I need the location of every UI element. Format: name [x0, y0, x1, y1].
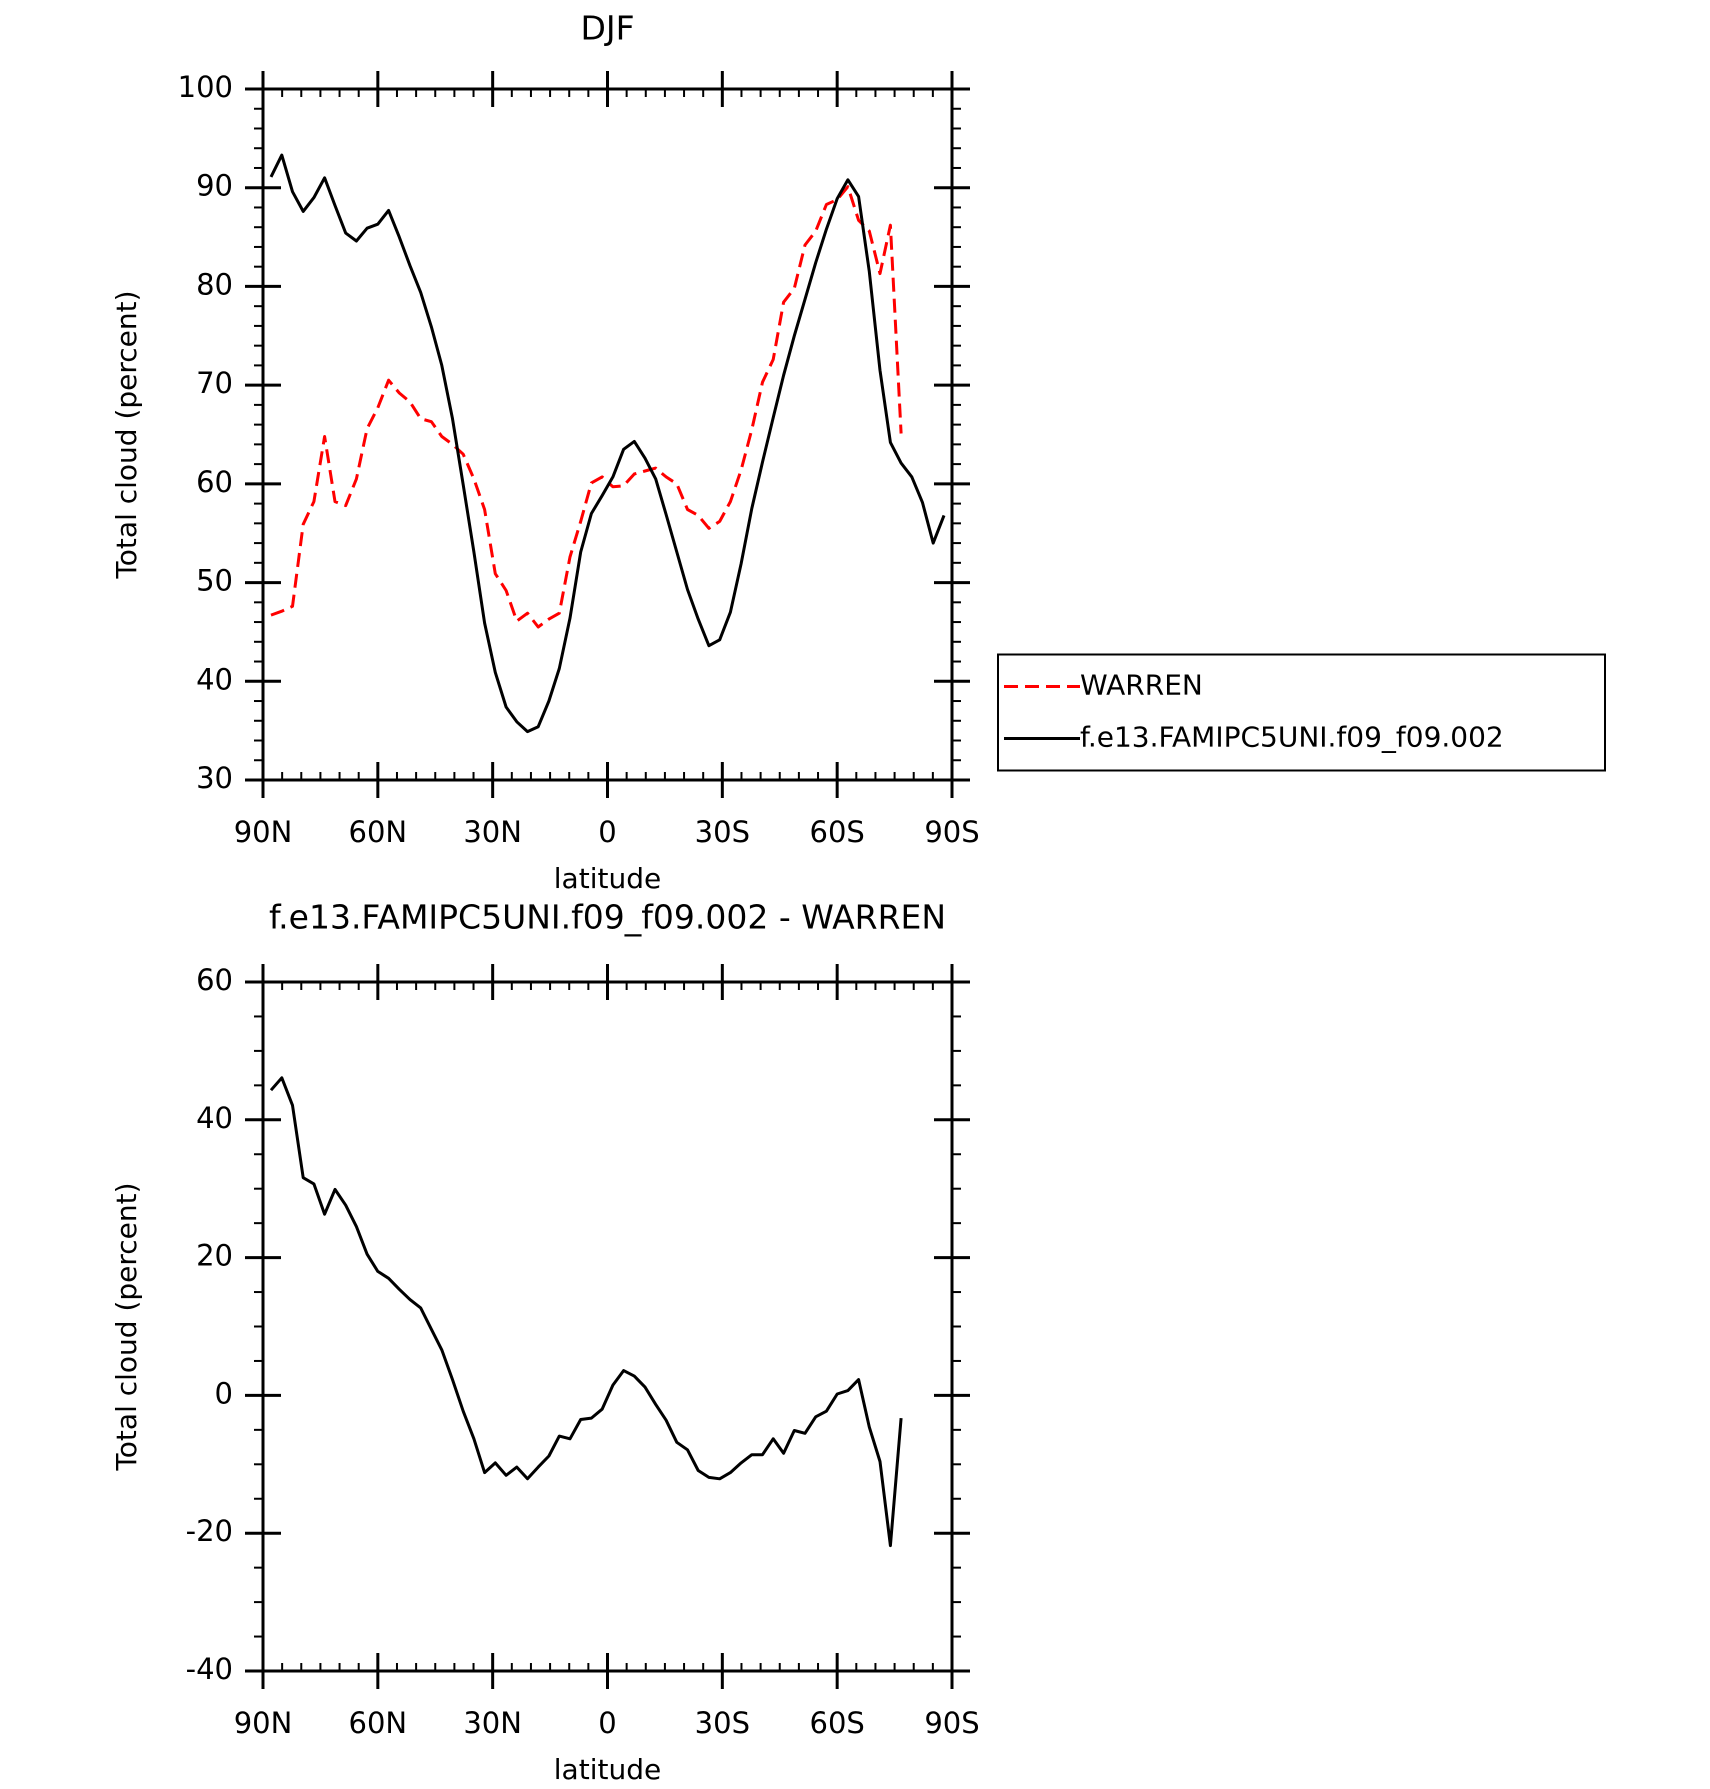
- y-tick-label: 70: [196, 366, 233, 400]
- y-axis-label: Total cloud (percent): [110, 1182, 143, 1471]
- x-tick-label: 60S: [810, 1706, 865, 1740]
- x-tick-label: 90S: [924, 1706, 979, 1740]
- y-tick-label: 30: [196, 761, 233, 795]
- chart-title: DJF: [580, 9, 634, 48]
- x-axis-label: latitude: [554, 1753, 661, 1786]
- y-tick-label: 50: [196, 564, 233, 598]
- x-tick-label: 90S: [924, 815, 979, 849]
- y-tick-label: 60: [196, 465, 233, 499]
- y-tick-label: 60: [196, 963, 233, 997]
- chart-title: f.e13.FAMIPC5UNI.f09_f09.002 - WARREN: [269, 898, 946, 937]
- y-tick-label: 40: [196, 662, 233, 696]
- data-line: [269, 153, 946, 734]
- y-tick-label: 20: [196, 1239, 233, 1273]
- plot-frame: [261, 980, 954, 1673]
- data-line: [269, 1076, 903, 1548]
- y-tick-label: 80: [196, 267, 233, 301]
- y-tick-label: -20: [186, 1514, 233, 1548]
- x-tick-label: 90N: [234, 815, 293, 849]
- x-tick-label: 60N: [349, 815, 408, 849]
- y-tick-label: -40: [186, 1652, 233, 1686]
- legend-label: WARREN: [1080, 669, 1203, 702]
- y-tick-label: 90: [196, 169, 233, 203]
- x-tick-label: 30S: [695, 815, 750, 849]
- y-tick-label: 100: [178, 70, 233, 104]
- y-axis-label: Total cloud (percent): [110, 290, 143, 579]
- x-tick-label: 30N: [463, 1706, 522, 1740]
- x-tick-label: 90N: [234, 1706, 293, 1740]
- y-tick-label: 40: [196, 1101, 233, 1135]
- x-tick-label: 30N: [463, 815, 522, 849]
- x-axis-label: latitude: [554, 862, 661, 895]
- x-tick-label: 0: [598, 815, 616, 849]
- legend-box: [997, 653, 1606, 772]
- x-tick-label: 60S: [810, 815, 865, 849]
- x-tick-label: 30S: [695, 1706, 750, 1740]
- plot-frame: [261, 87, 954, 782]
- legend-label: f.e13.FAMIPC5UNI.f09_f09.002: [1080, 721, 1504, 754]
- x-tick-label: 0: [598, 1706, 616, 1740]
- data-line: [270, 185, 903, 629]
- x-tick-label: 60N: [349, 1706, 408, 1740]
- y-tick-label: 0: [215, 1376, 233, 1410]
